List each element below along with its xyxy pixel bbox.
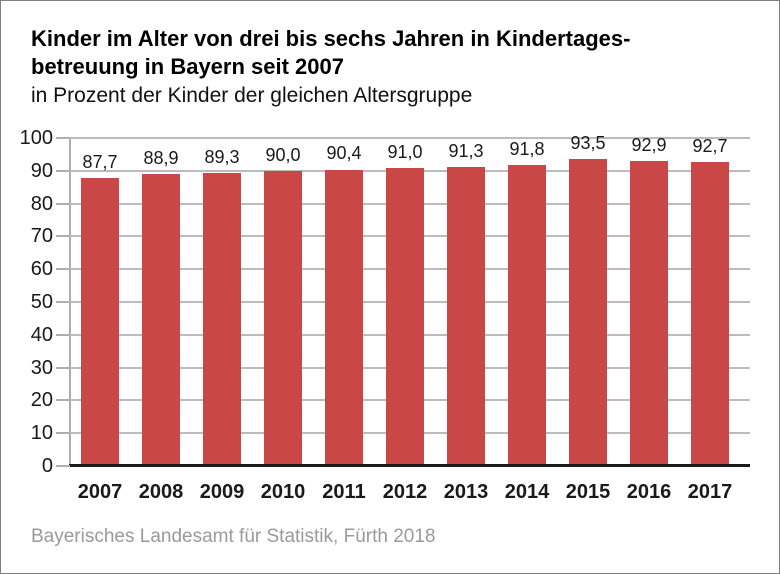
y-axis-tick-30 bbox=[56, 366, 70, 369]
bar-value-label-2010: 90,0 bbox=[265, 144, 301, 165]
bar-2009 bbox=[203, 173, 241, 466]
y-axis-label-90: 90 bbox=[30, 159, 53, 182]
source-note: Bayerisches Landesamt für Statistik, Für… bbox=[31, 526, 436, 547]
x-axis-label-2007: 2007 bbox=[77, 481, 123, 503]
y-axis-tick-20 bbox=[56, 399, 70, 402]
y-axis-tick-70 bbox=[56, 235, 70, 238]
bar-2008 bbox=[142, 174, 180, 466]
bar-value-label-2009: 89,3 bbox=[204, 147, 240, 168]
bar-2013 bbox=[447, 166, 485, 466]
y-axis-label-20: 20 bbox=[30, 389, 53, 412]
bar-value-label-2014: 91,8 bbox=[509, 138, 545, 159]
chart-title: Kinder im Alter von drei bis sechs Jahre… bbox=[31, 26, 631, 79]
x-axis-label-2015: 2015 bbox=[565, 481, 611, 503]
y-axis-tick-0 bbox=[56, 465, 70, 467]
bar-2017 bbox=[691, 161, 729, 466]
y-axis-tick-90 bbox=[56, 169, 70, 172]
x-axis-label-2011: 2011 bbox=[322, 481, 366, 503]
y-axis-label-40: 40 bbox=[30, 323, 53, 346]
y-axis-label-30: 30 bbox=[30, 356, 53, 379]
x-axis-label-2008: 2008 bbox=[138, 481, 184, 503]
bar-2010 bbox=[264, 170, 302, 466]
y-axis-label-100: 100 bbox=[19, 127, 53, 149]
bar-2014 bbox=[508, 164, 546, 466]
chart-subtitle: in Prozent der Kinder der gleichen Alter… bbox=[31, 84, 473, 107]
y-axis-tick-80 bbox=[56, 202, 70, 205]
y-axis-tick-100 bbox=[56, 137, 70, 139]
y-axis-tick-60 bbox=[56, 268, 70, 271]
bar-2011 bbox=[325, 169, 363, 466]
x-axis-label-2012: 2012 bbox=[382, 481, 428, 503]
bar-value-label-2007: 87,7 bbox=[82, 152, 118, 173]
bar-2015 bbox=[569, 159, 607, 466]
bar-value-label-2016: 92,9 bbox=[631, 135, 667, 156]
y-axis-label-10: 10 bbox=[30, 422, 53, 445]
bar-2007 bbox=[81, 178, 119, 466]
x-axis-baseline bbox=[69, 464, 750, 467]
x-axis-label-2016: 2016 bbox=[626, 481, 672, 503]
x-axis-label-2017: 2017 bbox=[687, 481, 733, 503]
y-axis-tick-40 bbox=[56, 333, 70, 336]
bar-value-label-2017: 92,7 bbox=[692, 135, 728, 156]
y-axis-label-50: 50 bbox=[30, 291, 53, 313]
y-axis-label-0: 0 bbox=[41, 455, 53, 477]
bar-value-label-2013: 91,3 bbox=[448, 140, 484, 161]
x-axis-label-2014: 2014 bbox=[504, 481, 550, 503]
chart-header: Kinder im Alter von drei bis sechs Jahre… bbox=[31, 25, 761, 109]
y-axis-tick-10 bbox=[56, 432, 70, 435]
y-axis-label-60: 60 bbox=[30, 258, 53, 281]
bar-value-label-2015: 93,5 bbox=[570, 133, 606, 154]
bar-value-label-2008: 88,9 bbox=[143, 148, 179, 169]
x-axis-label-2013: 2013 bbox=[443, 481, 489, 503]
bar-2012 bbox=[386, 167, 424, 466]
x-axis-label-2010: 2010 bbox=[260, 481, 306, 503]
y-axis-label-80: 80 bbox=[30, 192, 53, 215]
plot-area: 87,7 88,9 89,3 90,0 90,4 91,0 91,3 91,8 93,5 92,9… bbox=[69, 133, 750, 466]
gridline-100 bbox=[69, 137, 750, 139]
x-axis-label-2009: 2009 bbox=[199, 481, 245, 503]
bar-value-label-2011: 90,4 bbox=[326, 143, 362, 164]
bar-value-label-2012: 91,0 bbox=[387, 141, 423, 162]
y-axis-tick-50 bbox=[56, 301, 70, 303]
bar-2016 bbox=[630, 161, 668, 466]
y-axis-label-70: 70 bbox=[30, 225, 53, 248]
